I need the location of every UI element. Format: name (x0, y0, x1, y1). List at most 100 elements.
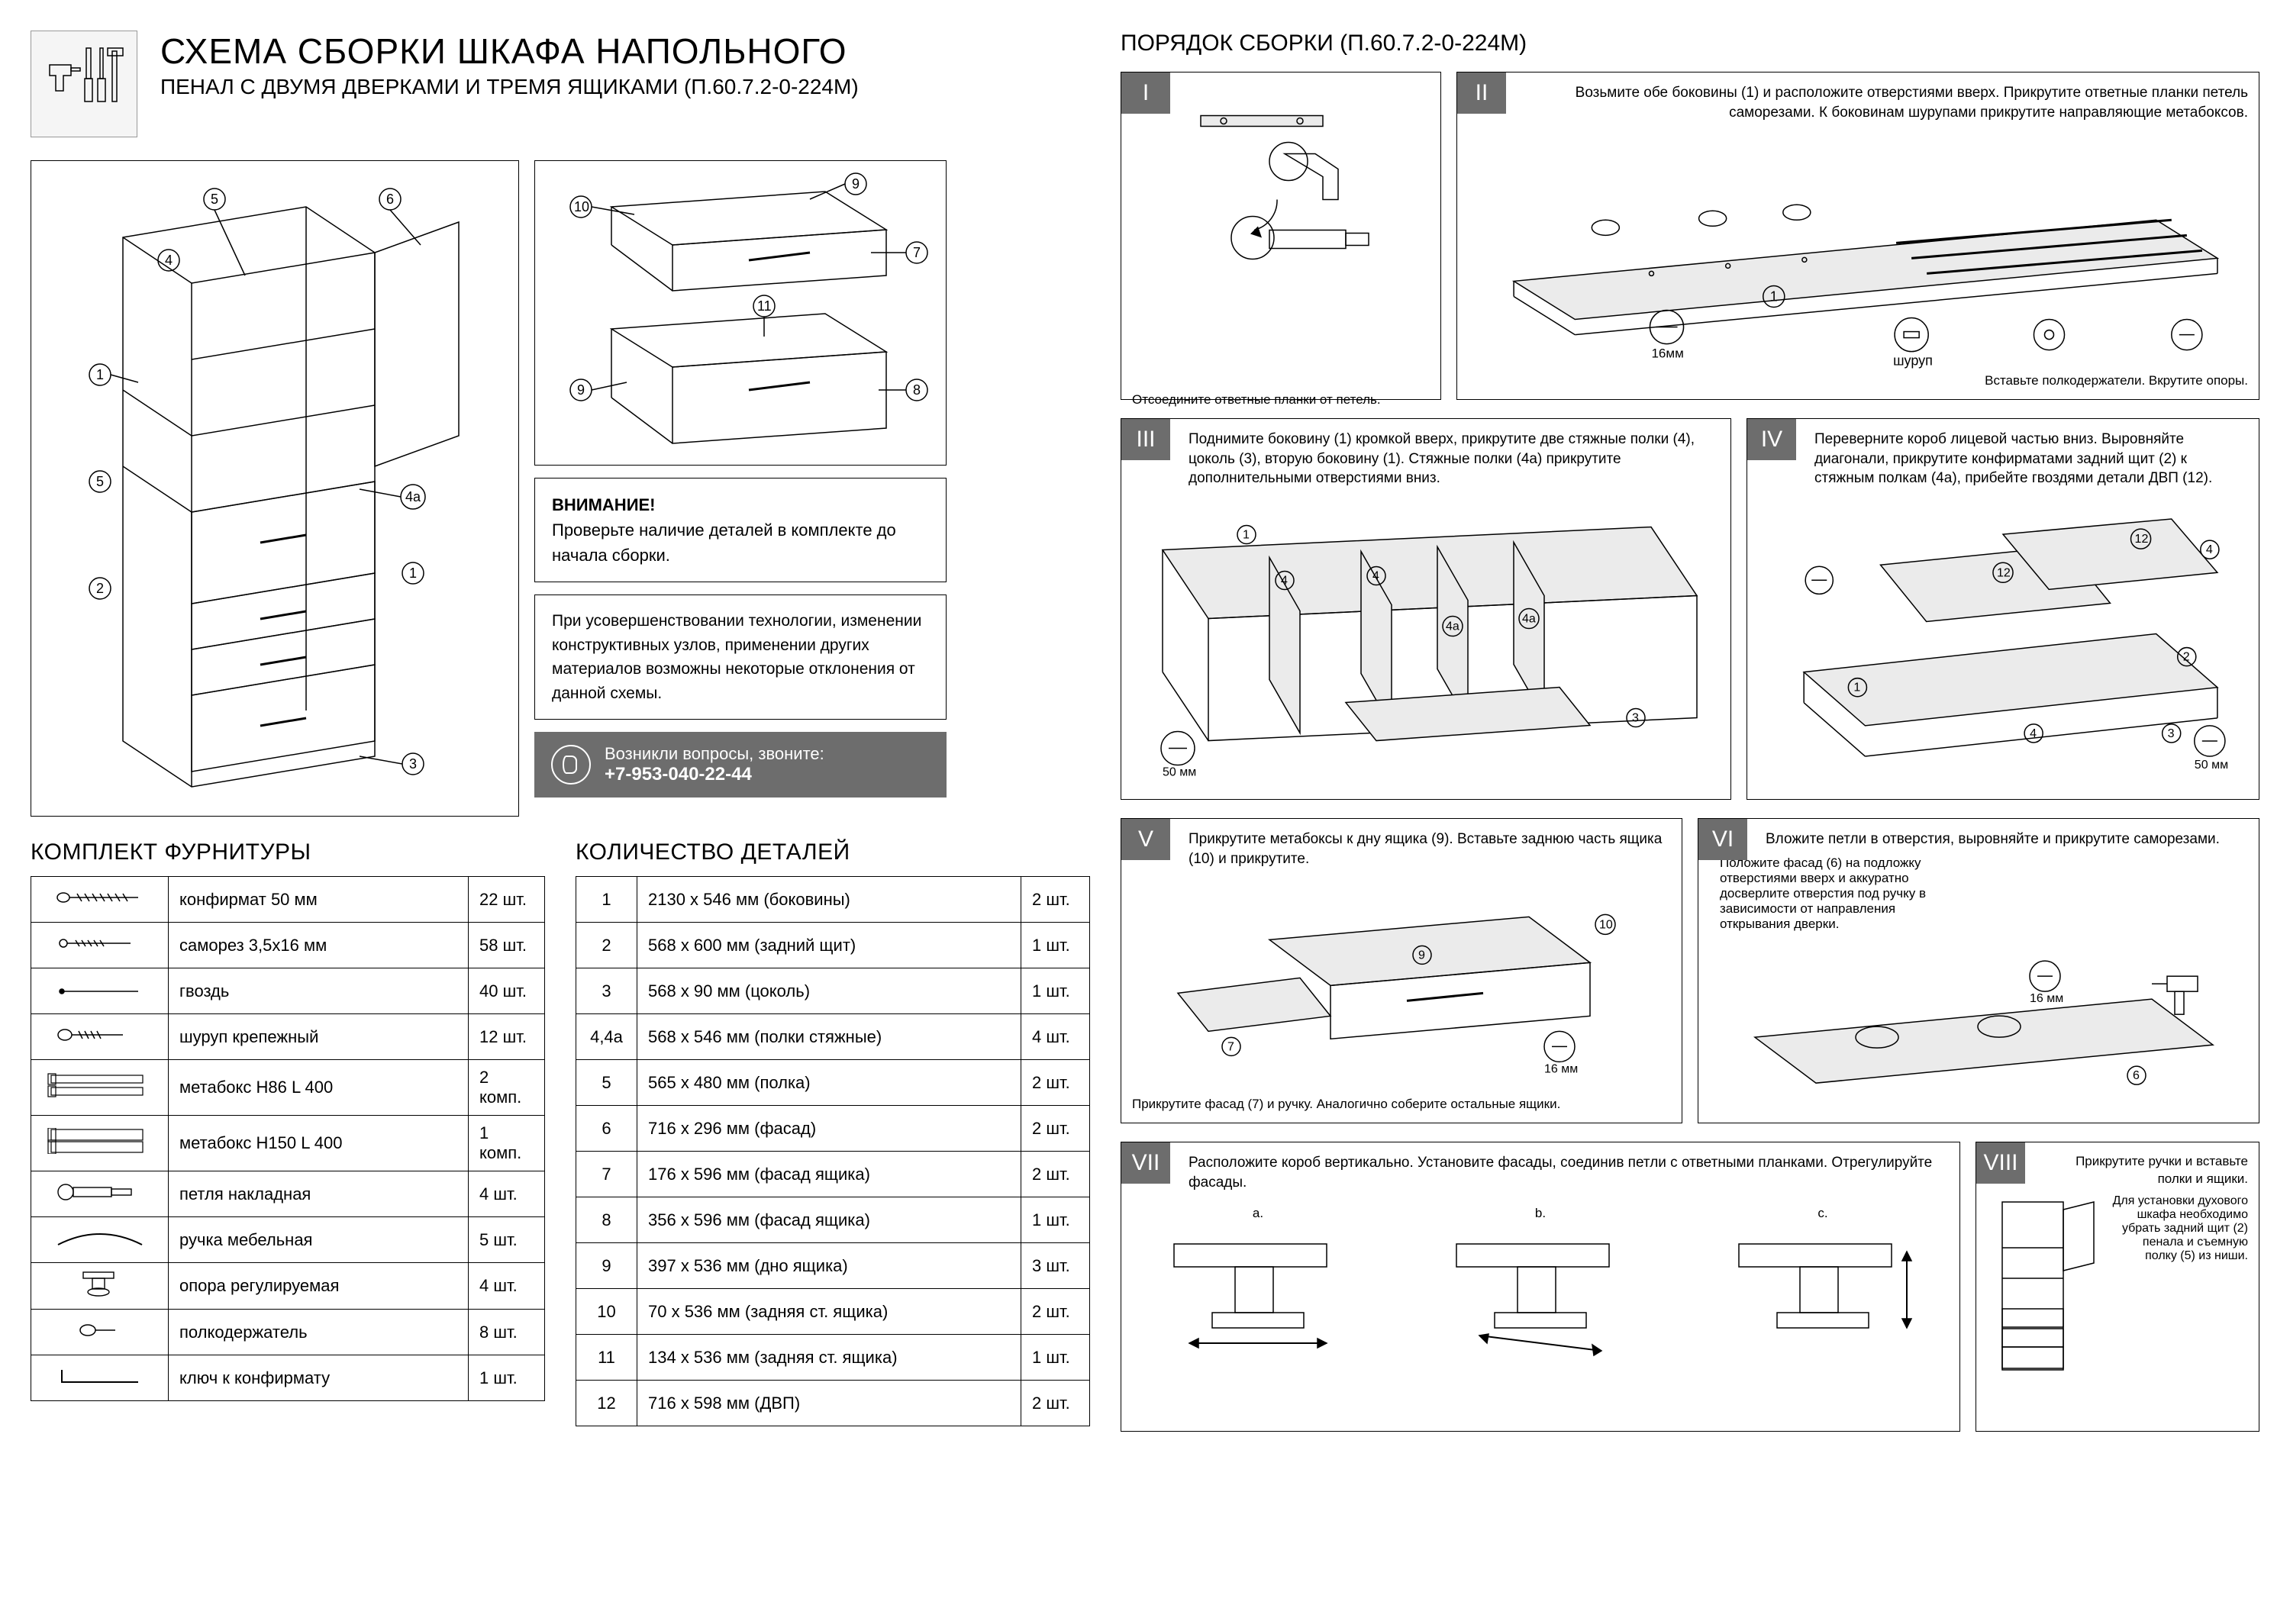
step-III: III Поднимите боковину (1) кромкой вверх… (1121, 418, 1731, 800)
table-row: метабокс H150 L 4001 комп. (31, 1116, 545, 1171)
table-row: 3568 х 90 мм (цоколь)1 шт. (576, 968, 1090, 1014)
table-row: 2568 х 600 мм (задний щит)1 шт. (576, 923, 1090, 968)
svg-text:8: 8 (913, 382, 921, 398)
svg-text:1: 1 (409, 566, 417, 581)
tech-note: При усовершенствовании технологии, измен… (534, 594, 947, 720)
svg-text:2: 2 (2183, 650, 2190, 664)
svg-text:4: 4 (1372, 569, 1379, 582)
svg-text:7: 7 (913, 245, 921, 260)
svg-text:10: 10 (574, 199, 589, 214)
main-title: СХЕМА СБОРКИ ШКАФА НАПОЛЬНОГО (160, 31, 859, 72)
table-row: гвоздь40 шт. (31, 968, 545, 1014)
svg-text:9: 9 (852, 176, 860, 192)
tables-row: КОМПЛЕКТ ФУРНИТУРЫ конфирмат 50 мм22 шт.… (31, 839, 1090, 1426)
svg-text:12: 12 (1997, 566, 2011, 579)
svg-text:5: 5 (211, 192, 218, 207)
title-block: СХЕМА СБОРКИ ШКАФА НАПОЛЬНОГО ПЕНАЛ С ДВ… (160, 31, 859, 99)
table-row: конфирмат 50 мм22 шт. (31, 877, 545, 923)
svg-text:6: 6 (386, 192, 394, 207)
svg-text:1: 1 (1243, 528, 1250, 541)
step-V: V Прикрутите метабоксы к дну ящика (9). … (1121, 818, 1682, 1123)
table-row: 6716 х 296 мм (фасад)2 шт. (576, 1106, 1090, 1152)
table-row: 11134 х 536 мм (задняя ст. ящика)1 шт. (576, 1335, 1090, 1381)
svg-text:16 мм: 16 мм (1544, 1063, 1578, 1076)
svg-text:1: 1 (96, 367, 104, 382)
cabinet-diagram: 5 4 6 1 5 2 4а 1 3 (31, 160, 519, 817)
svg-text:50 мм: 50 мм (1163, 765, 1196, 778)
parts-table-wrap: КОЛИЧЕСТВО ДЕТАЛЕЙ 12130 х 546 мм (боков… (576, 839, 1090, 1426)
svg-text:12: 12 (2135, 532, 2149, 546)
header: СХЕМА СБОРКИ ШКАФА НАПОЛЬНОГО ПЕНАЛ С ДВ… (31, 31, 1090, 137)
step-VIII: VIII Прикрутите ручки и вставьте полки и… (1976, 1142, 2259, 1432)
svg-text:шуруп: шуруп (1893, 353, 1933, 369)
call-box: Возникли вопросы, звоните: +7-953-040-22… (534, 732, 947, 798)
step-IV: IV Переверните короб лицевой частью вниз… (1747, 418, 2259, 800)
svg-text:50 мм: 50 мм (2195, 758, 2228, 772)
table-row: опора регулируемая4 шт. (31, 1263, 545, 1310)
table-row: 7176 х 596 мм (фасад ящика)2 шт. (576, 1152, 1090, 1197)
svg-text:6: 6 (2133, 1069, 2140, 1082)
warning-heading: ВНИМАНИЕ! (552, 495, 656, 514)
call-phone: +7-953-040-22-44 (605, 764, 824, 785)
svg-text:9: 9 (577, 382, 585, 398)
phone-icon (551, 745, 591, 785)
warning-text: Проверьте наличие деталей в комплекте до… (552, 520, 896, 565)
table-row: 8356 х 596 мм (фасад ящика)1 шт. (576, 1197, 1090, 1243)
svg-text:4: 4 (2206, 543, 2213, 556)
hardware-table-wrap: КОМПЛЕКТ ФУРНИТУРЫ конфирмат 50 мм22 шт.… (31, 839, 545, 1426)
svg-text:3: 3 (409, 756, 417, 772)
table-row: 12716 х 598 мм (ДВП)2 шт. (576, 1381, 1090, 1426)
subtitle: ПЕНАЛ С ДВУМЯ ДВЕРКАМИ И ТРЕМЯ ЯЩИКАМИ (… (160, 75, 859, 99)
svg-text:10: 10 (1599, 919, 1613, 932)
svg-text:3: 3 (1632, 711, 1639, 724)
steps-grid: I (1121, 72, 2259, 1432)
table-row: 9397 х 536 мм (дно ящика)3 шт. (576, 1243, 1090, 1289)
table-row: 12130 х 546 мм (боковины)2 шт. (576, 877, 1090, 923)
svg-text:16мм: 16мм (1651, 346, 1683, 361)
step-II: II Возьмите обе боковины (1) и расположи… (1456, 72, 2259, 400)
diagrams-row: 5 4 6 1 5 2 4а 1 3 (31, 160, 1090, 817)
table-row: метабокс H86 L 4002 комп. (31, 1060, 545, 1116)
svg-text:4: 4 (165, 253, 173, 268)
step-VI: VI Вложите петли в отверстия, выровняйте… (1698, 818, 2259, 1123)
parts-table: 12130 х 546 мм (боковины)2 шт.2568 х 600… (576, 876, 1090, 1426)
svg-text:5: 5 (96, 474, 104, 489)
table-row: ручка мебельная5 шт. (31, 1217, 545, 1263)
step-num-II: II (1457, 72, 1506, 114)
step-VII: VII Расположите короб вертикально. Устан… (1121, 1142, 1960, 1432)
svg-text:4: 4 (2030, 727, 2037, 740)
svg-text:16 мм: 16 мм (2030, 992, 2063, 1005)
svg-text:11: 11 (757, 298, 772, 314)
step-II-text-bottom: Вставьте полкодержатели. Вкрутите опоры. (1468, 373, 2248, 388)
left-column: СХЕМА СБОРКИ ШКАФА НАПОЛЬНОГО ПЕНАЛ С ДВ… (31, 31, 1090, 1432)
svg-text:4а: 4а (1522, 612, 1536, 625)
parts-title: КОЛИЧЕСТВО ДЕТАЛЕЙ (576, 839, 1090, 865)
svg-text:4: 4 (1281, 574, 1288, 587)
right-column: ПОРЯДОК СБОРКИ (П.60.7.2-0-224М) I (1121, 31, 2259, 1432)
hardware-title: КОМПЛЕКТ ФУРНИТУРЫ (31, 839, 545, 865)
table-row: 5565 х 480 мм (полка)2 шт. (576, 1060, 1090, 1106)
step-I-text: Отсоедините ответные планки от петель. (1132, 392, 1430, 408)
svg-text:7: 7 (1227, 1041, 1234, 1054)
svg-text:3: 3 (2168, 727, 2175, 740)
drawer-diagram: 10 9 7 11 9 8 (534, 160, 947, 466)
call-label: Возникли вопросы, звоните: (605, 744, 824, 764)
table-row: полкодержатель8 шт. (31, 1310, 545, 1355)
svg-text:1: 1 (1770, 289, 1778, 304)
hardware-table: конфирмат 50 мм22 шт.саморез 3,5х16 мм58… (31, 876, 545, 1401)
step-II-text-top: Возьмите обе боковины (1) и расположите … (1524, 83, 2248, 122)
svg-text:9: 9 (1418, 949, 1425, 962)
svg-text:2: 2 (96, 581, 104, 596)
table-row: ключ к конфирмату1 шт. (31, 1355, 545, 1401)
svg-text:4а: 4а (1446, 620, 1459, 633)
table-row: 4,4а568 х 546 мм (полки стяжные)4 шт. (576, 1014, 1090, 1060)
step-I: I (1121, 72, 1441, 400)
table-row: 1070 х 536 мм (задняя ст. ящика)2 шт. (576, 1289, 1090, 1335)
table-row: петля накладная4 шт. (31, 1171, 545, 1217)
table-row: саморез 3,5х16 мм58 шт. (31, 923, 545, 968)
svg-text:1: 1 (1853, 681, 1860, 694)
table-row: шуруп крепежный12 шт. (31, 1014, 545, 1060)
svg-text:4а: 4а (405, 489, 421, 504)
tools-icon (31, 31, 137, 137)
warning-box: ВНИМАНИЕ! Проверьте наличие деталей в ко… (534, 478, 947, 582)
